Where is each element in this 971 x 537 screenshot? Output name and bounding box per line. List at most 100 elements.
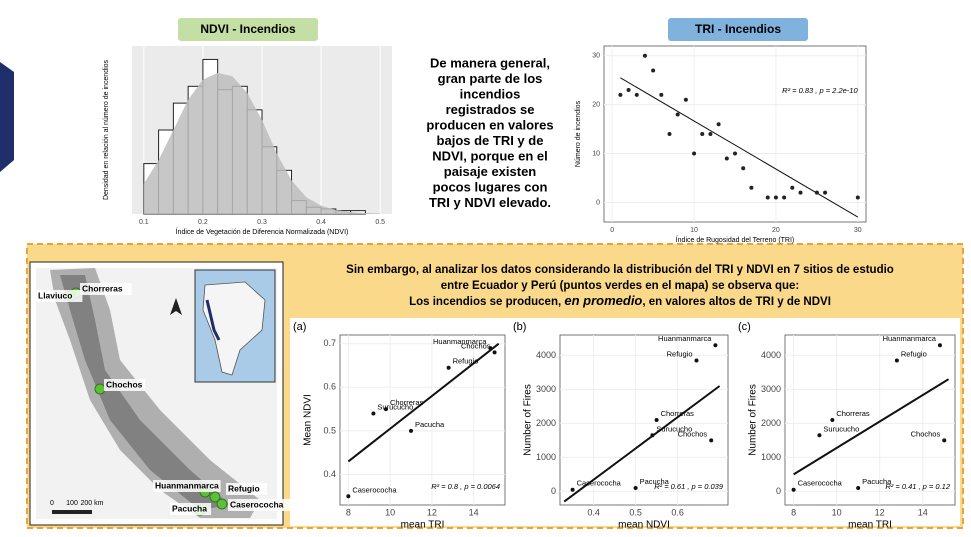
summary-line: bajos de TRI y de [437,133,544,148]
point [741,166,745,170]
point [635,93,639,97]
point [942,438,946,442]
point [830,418,834,422]
point [668,132,672,136]
annotation: R² = 0.8 , p = 0.0064 [431,482,500,491]
point [655,418,659,422]
point-label: Huanmanmarca [883,334,937,343]
point-label: Huanmanmarca [658,334,712,343]
y-tick-label: 4000 [536,350,556,360]
x-tick-label: 12 [875,507,885,517]
site-label: Chochos [106,379,143,389]
point [782,196,786,200]
summary-line: producen en valores [426,117,553,132]
point [713,343,717,347]
x-tick-label: 10 [385,507,395,517]
x-tick-label: 8 [346,507,351,517]
x-tick-label: 10 [690,227,698,234]
point-label: Caserococha [577,479,622,488]
point [627,88,631,92]
scale-bar [52,510,92,514]
y-axis-title: Densidad en relación al número de incend… [103,59,110,200]
badge-text: TRI - Incendios [695,22,781,36]
summary-line: TRI y NDVI elevado. [429,195,551,210]
point [684,98,688,102]
point-label: Pacucha [415,420,445,429]
decor-shape [0,62,14,172]
scale-label: 200 km [81,500,104,507]
x-tick-label: 0 [610,227,614,234]
point [799,191,803,195]
point [895,359,899,363]
x-tick-label: 0.4 [316,219,326,226]
point [618,93,622,97]
panel-label: (a) [293,321,306,333]
point [643,54,647,58]
y-tick-label: 0.7 [323,338,336,348]
y-tick-label: 0 [551,486,556,496]
point [371,411,375,415]
point [709,438,713,442]
slide: NDVI - Incendios TRI - Incendios Sin emb… [0,0,971,532]
y-tick-label: 30 [592,53,600,60]
findings-text: entre Ecuador y Perú (puntos verdes en e… [441,280,800,292]
point-label: Refugio [901,349,927,358]
y-tick-label: 0 [776,486,781,496]
y-tick-label: 20 [592,102,600,109]
x-tick-label: 14 [469,507,479,517]
x-tick-label: 12 [427,507,437,517]
y-axis-title: Mean NDVI [303,394,314,446]
y-tick-label: 0 [596,199,600,206]
x-tick-label: 0.6 [671,507,684,517]
annotation: R² = 0.83 , p = 2.2e-10 [782,86,858,95]
x-tick-label: 0.5 [375,219,385,226]
x-tick-label: 14 [918,507,928,517]
x-tick-label: 0.4 [587,507,600,517]
scale-label: 0 [50,500,54,507]
site-label: Refugio [228,483,260,493]
panel-label: (c) [738,321,751,333]
site-label: Caserococha [230,499,284,509]
x-tick-label: 0.3 [257,219,267,226]
y-tick-label: 4000 [761,350,781,360]
x-axis-title: Índice de Vegetación de Diferencia Norma… [176,227,349,236]
point [725,156,729,160]
plot-area [604,46,866,222]
site-label: Huanmanmarca [155,480,219,490]
emphasis: en promedio [564,293,642,308]
point [823,191,827,195]
x-axis-title: mean NDVI [618,520,670,531]
point [447,366,451,370]
y-tick-label: 1000 [536,452,556,462]
x-tick-label: 30 [854,227,862,234]
y-tick-label: 0.4 [323,469,336,479]
point [766,196,770,200]
point-label: Caserococha [352,485,397,494]
point [717,122,721,126]
point [700,132,704,136]
point [938,343,942,347]
point [774,196,778,200]
x-tick-label: 10 [832,507,842,517]
point [676,112,680,116]
y-tick-label: 2000 [761,418,781,428]
point-label: Chochos [911,429,941,438]
scale-label: 100 [66,500,78,507]
summary-line: gran parte de los [438,71,543,86]
point-label: Chorreras [390,398,424,407]
site-marker [95,384,105,394]
y-tick-label: 3000 [536,384,556,394]
annotation: R² = 0.61 , p = 0.039 [654,482,724,491]
point-label: Chochos [678,429,708,438]
point [384,407,388,411]
y-axis-title: Number of Fires [748,384,759,456]
annotation: R² = 0.41 , p = 0.12 [885,482,950,491]
site-marker [217,499,227,509]
point [571,488,575,492]
x-tick-label: 8 [791,507,796,517]
point-label: Chorreras [661,409,695,418]
x-axis-title: mean TRI [401,520,445,531]
badge-text: NDVI - Incendios [200,22,296,36]
point-label: Chorreras [836,409,870,418]
site-label: Pacucha [172,503,207,513]
